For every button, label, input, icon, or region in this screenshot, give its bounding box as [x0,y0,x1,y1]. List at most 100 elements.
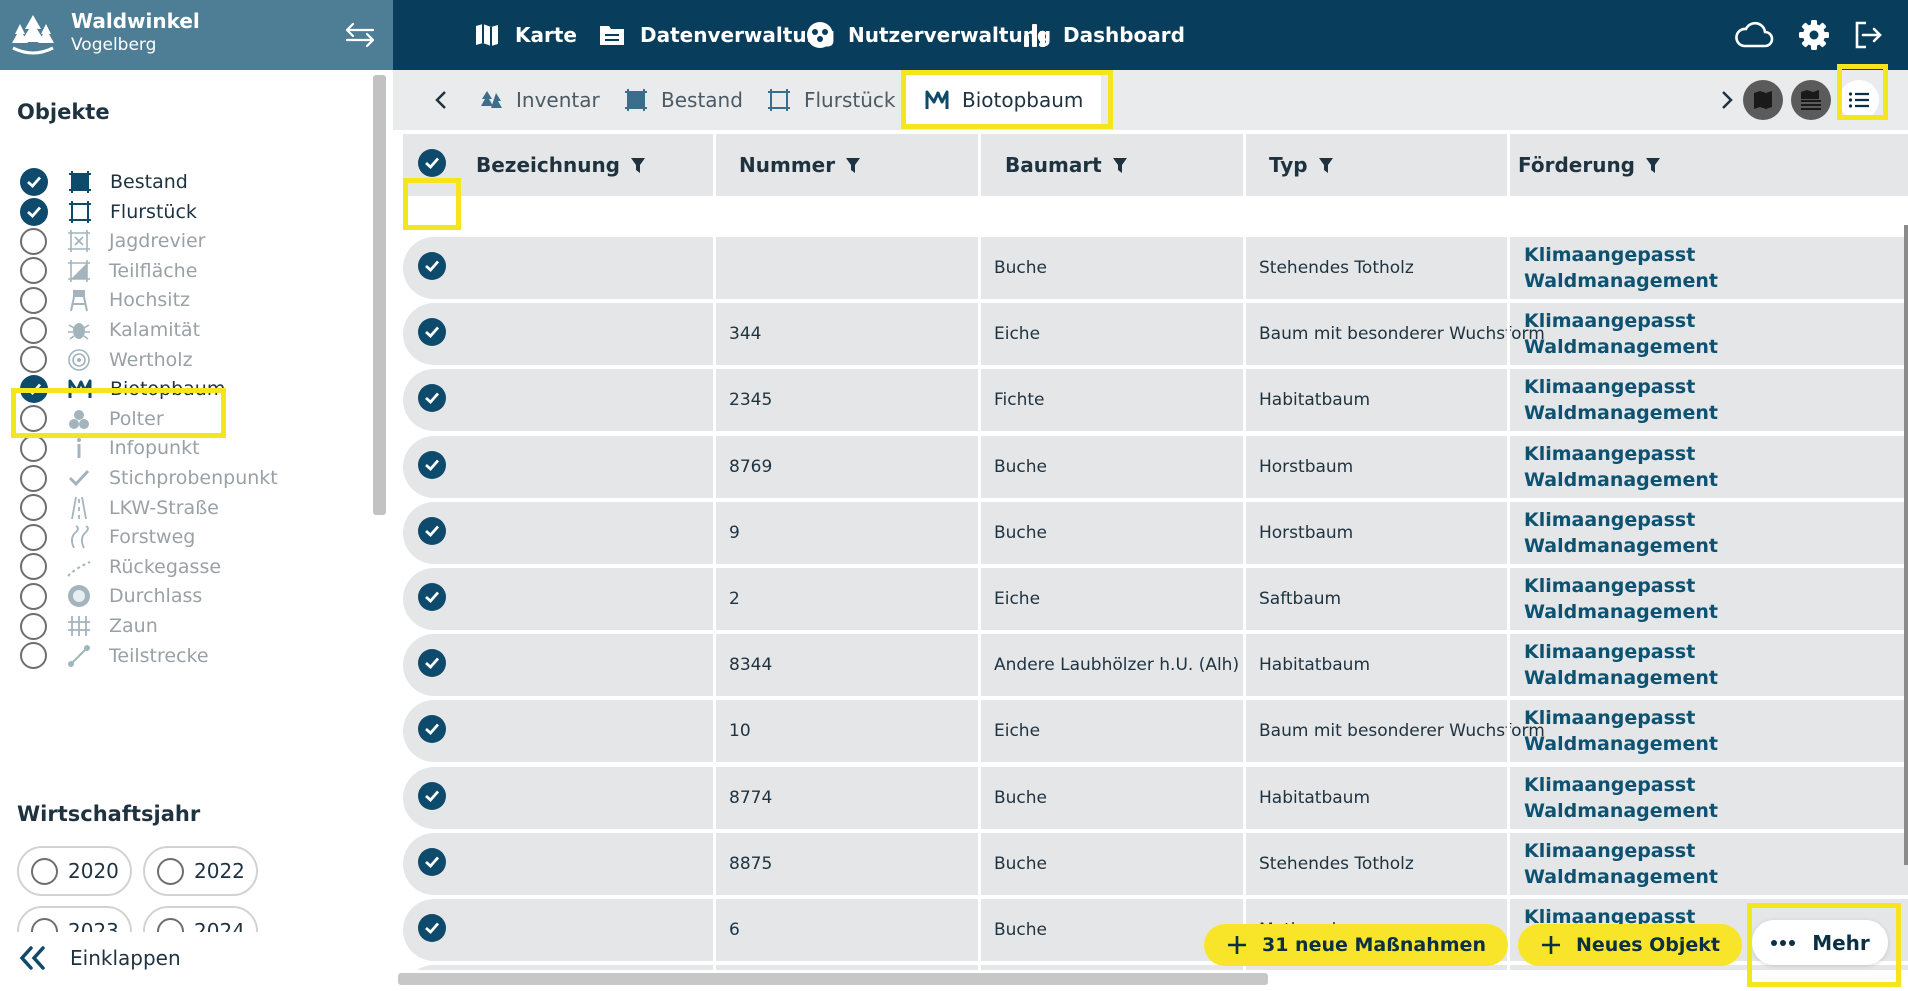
object-toggle[interactable]: Hochsitz [20,282,190,318]
table-horizontal-scrollbar[interactable] [398,973,1268,985]
table-row[interactable]: 8774 Buche Habitatbaum Klimaangepasst Waldma… [403,766,1908,829]
checkbox-unchecked[interactable] [20,464,47,492]
row-checkbox[interactable] [418,516,465,545]
table-row[interactable]: 8344 Andere Laubhölzer h.U. (Alh) Habitatb… [403,634,1908,697]
row-checkbox[interactable] [418,649,465,678]
sidebar-scrollbar[interactable] [373,75,386,515]
col-foerderung[interactable]: Förderung [1518,134,1661,196]
object-toggle[interactable]: Infopunkt [20,430,200,466]
filter-icon[interactable] [1318,156,1334,174]
row-checkbox[interactable] [418,715,465,744]
new-measures-button[interactable]: 31 neue Maßnahmen [1204,924,1508,966]
table-row[interactable]: 10 Eiche Baum mit besonderer Wuchsform Klim… [403,700,1908,763]
checkbox-checked[interactable] [20,197,48,226]
cell-foerderung-link[interactable]: Klimaangepasst Waldmanagement [1524,502,1718,564]
table-row[interactable]: 344 Eiche Baum mit besonderer Wuchsform Kli… [403,303,1908,366]
table-row[interactable]: 8769 Buche Horstbaum Klimaangepasst Waldmana… [403,435,1908,498]
cloud-sync-button[interactable] [1733,14,1775,56]
table-row[interactable]: 1BucheHorstbaumKlimaangepasstWaldmanagem… [403,965,1908,970]
row-checkbox[interactable] [418,914,465,942]
more-button[interactable]: Mehr [1752,920,1888,965]
checkbox-unchecked[interactable] [20,257,47,285]
filter-icon[interactable] [1645,156,1661,174]
object-toggle[interactable]: Bestand [20,164,188,200]
filter-icon[interactable] [630,156,646,174]
row-checkbox[interactable] [418,318,465,347]
object-toggle[interactable]: Wertholz [20,342,193,378]
checkbox-unchecked[interactable] [20,642,47,670]
tab-flurstueck[interactable]: Flurstück [766,70,895,130]
cell-foerderung-link[interactable]: Klimaangepasst Waldmanagement [1524,833,1718,895]
settings-button[interactable] [1793,14,1835,56]
org-switcher[interactable]: Waldwinkel Vogelberg [0,0,393,70]
checkbox-unchecked[interactable] [20,582,47,610]
cell-foerderung-link[interactable]: Klimaangepasst Waldmanagement [1524,369,1718,431]
checkbox-checked[interactable] [20,168,48,196]
cell-foerderung-link[interactable]: Klimaangepasst Waldmanagement [1524,568,1718,630]
col-typ[interactable]: Typ [1269,134,1334,196]
year-option-2024[interactable]: 2024 [143,906,258,932]
filter-icon[interactable] [845,156,861,174]
object-toggle[interactable]: Kalamität [20,312,200,348]
tab-biotopbaum[interactable]: Biotopbaum [906,75,1102,125]
checkbox-unchecked[interactable] [20,494,47,522]
year-option-2022[interactable]: 2022 [143,846,258,896]
checkbox-unchecked[interactable] [20,434,47,462]
checkbox-unchecked[interactable] [20,523,47,551]
row-checkbox[interactable] [418,450,465,479]
object-toggle[interactable]: Durchlass [20,578,202,614]
object-toggle[interactable]: LKW-Straße [20,490,219,526]
object-toggle[interactable]: Flurstück [20,194,197,230]
object-toggle[interactable]: Polter [20,401,164,437]
table-row[interactable]: 2345 Fichte Habitatbaum Klimaangepasst Waldm… [403,369,1908,432]
cell-foerderung-link[interactable]: Klimaangepasst Waldmanagement [1524,237,1718,299]
object-toggle[interactable]: Stichprobenpunkt [20,460,278,496]
sidebar-scroll-area[interactable]: Objekte Bestand Flurstück Jagdrevier Teilfl… [0,70,370,932]
map-view-button[interactable] [1743,80,1783,120]
object-toggle[interactable]: Teilfläche [20,253,197,289]
object-toggle[interactable]: Forstweg [20,519,195,555]
row-checkbox[interactable] [418,847,465,876]
cell-foerderung-link[interactable]: Klimaangepasst Waldmanagement [1524,436,1718,498]
nav-datenverwaltung[interactable]: Datenverwaltung [598,0,835,70]
tab-bestand[interactable]: Bestand [623,70,743,130]
object-toggle[interactable]: Jagdrevier [20,223,205,259]
cell-foerderung-link[interactable]: Klimaangepasst Waldmanagement [1524,634,1718,696]
row-checkbox[interactable] [418,252,465,280]
checkbox-unchecked[interactable] [20,316,47,344]
table-row[interactable]: 8875 Buche Stehendes Totholz Klimaangepasst… [403,832,1908,895]
nav-nutzerverwaltung[interactable]: Nutzerverwaltung [806,0,1051,70]
new-object-button[interactable]: Neues Objekt [1518,924,1742,966]
year-option-2020[interactable]: 2020 [17,846,132,896]
cell-foerderung-link[interactable]: Klimaangepasst Waldmanagement [1524,700,1718,762]
nav-karte[interactable]: Karte [473,0,577,70]
select-all-checkbox[interactable] [418,149,465,177]
year-option-2023[interactable]: 2023 [17,906,132,932]
table-row[interactable]: Buche Stehendes Totholz Klimaangepasst Wald… [403,237,1908,299]
col-nummer[interactable]: Nummer [739,134,861,196]
filter-icon[interactable] [1112,156,1128,174]
swap-arrows-icon[interactable] [343,18,377,52]
cell-foerderung-link[interactable]: Klimaangepasst Waldmanagement [1524,303,1718,365]
row-checkbox[interactable] [418,583,465,611]
logout-button[interactable] [1847,14,1889,56]
collapse-sidebar-button[interactable]: Einklappen [16,944,181,972]
cell-foerderung-link[interactable]: Klimaangepasst Waldmanagement [1524,767,1718,829]
row-checkbox[interactable] [418,781,465,810]
col-bezeichnung[interactable]: Bezeichnung [476,134,646,196]
table-row[interactable]: 9 Buche Horstbaum Klimaangepasst Waldmanagem… [403,501,1908,564]
checkbox-unchecked[interactable] [20,286,47,314]
table-vertical-scrollbar[interactable] [1904,225,1908,865]
object-toggle[interactable]: Teilstrecke [20,638,209,674]
col-baumart[interactable]: Baumart [1005,134,1128,196]
list-view-button[interactable] [1839,80,1879,120]
nav-dashboard[interactable]: Dashboard [1021,0,1185,70]
checkbox-unchecked[interactable] [20,227,47,255]
table-row[interactable]: 2 Eiche Saftbaum Klimaangepasst Waldmanageme… [403,568,1908,630]
chevron-right-icon[interactable] [1712,85,1742,115]
checkbox-unchecked[interactable] [20,405,47,433]
row-checkbox[interactable] [418,384,465,413]
object-toggle[interactable]: Rückegasse [20,549,221,585]
split-view-button[interactable] [1791,80,1831,120]
checkbox-unchecked[interactable] [20,612,47,640]
